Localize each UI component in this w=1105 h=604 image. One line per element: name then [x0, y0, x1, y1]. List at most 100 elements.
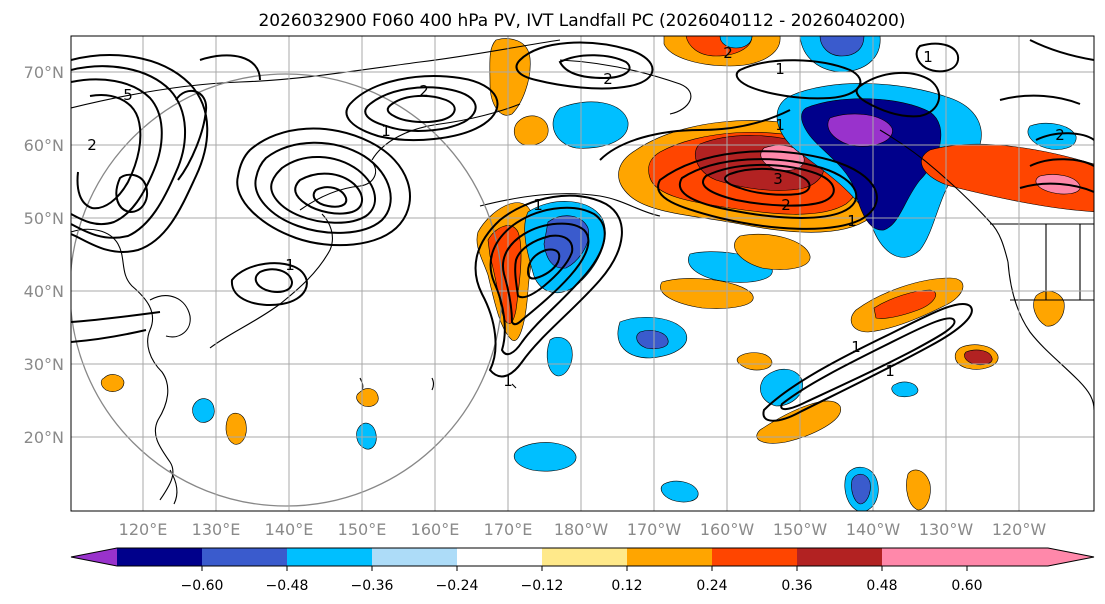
landfall-radius-circle	[71, 73, 503, 507]
contour-line	[502, 222, 590, 326]
figure-title: 2026032900 F060 400 hPa PV, IVT Landfall…	[258, 11, 905, 31]
positive-anomaly-region	[225, 412, 247, 445]
map-frame	[70, 35, 1095, 512]
positive-anomaly-region	[513, 115, 549, 146]
colorbar-segment	[117, 548, 202, 566]
lon-label: 130°E	[192, 520, 241, 539]
lon-label: 140°W	[846, 520, 901, 539]
contour-line	[254, 141, 392, 234]
lon-label: 130°W	[919, 520, 974, 539]
contour-label: 1	[847, 212, 857, 230]
positive-anomaly-region	[736, 352, 773, 371]
contour-line	[915, 42, 960, 73]
lat-label: 30°N	[24, 355, 64, 374]
contour-line	[724, 167, 811, 196]
colorbar-tick-label: 0.24	[696, 578, 727, 594]
coastline-korea	[149, 295, 191, 338]
contour-label: 3	[773, 170, 783, 188]
contour-label: 2	[1055, 126, 1065, 144]
pv-anomaly-fill	[100, 36, 1094, 511]
positive-anomaly-region	[734, 233, 811, 270]
longitude-labels: 120°E 130°E 140°E 150°E 160°E 170°E 180°…	[119, 520, 1047, 539]
colorbar-extend-min	[71, 548, 117, 566]
coastline-kamchatka	[371, 103, 521, 161]
colorbar-tick-label: −0.60	[181, 578, 224, 594]
contour-line	[175, 89, 208, 181]
contour-line	[76, 94, 142, 210]
colorbar-tick-label: 0.36	[781, 578, 812, 594]
contour-line	[364, 86, 477, 132]
positive-anomaly-region	[100, 374, 125, 392]
contour-label: 1	[503, 372, 513, 390]
contour-label: 2	[603, 70, 613, 88]
contour-label: 1	[851, 338, 861, 356]
contour-line	[599, 109, 791, 161]
colorbar-segment	[457, 548, 542, 566]
lat-label: 40°N	[24, 282, 64, 301]
colorbar-tick-marks	[201, 566, 968, 571]
contour-label: 5	[123, 86, 133, 104]
contour-line	[474, 194, 623, 378]
contour-line	[558, 54, 631, 80]
lon-label: 120°W	[992, 520, 1047, 539]
contour-line	[230, 262, 308, 306]
negative-anomaly-region	[1027, 123, 1077, 150]
lon-label: 160°E	[411, 520, 460, 539]
map-panel: 5 2 1 1 2 1 1 3 1 2 1 2 1 1 1 1 2 2	[70, 35, 1095, 512]
contour-label: 1	[381, 122, 391, 140]
coastline-asia	[71, 228, 174, 501]
contour-line	[270, 156, 376, 224]
colorbar-extend-max	[882, 548, 1094, 566]
colorbar-tick-label: 0.60	[951, 578, 982, 594]
colorbar-segment	[202, 548, 287, 566]
negative-anomaly-region	[719, 36, 753, 49]
colorbar-segment	[287, 548, 372, 566]
negative-anomaly-region	[660, 480, 699, 503]
colorbar-segment	[712, 548, 797, 566]
lat-label: 50°N	[24, 209, 64, 228]
negative-anomaly-region	[851, 473, 871, 505]
contour-line	[780, 317, 956, 410]
negative-anomaly-region	[356, 422, 377, 450]
negative-anomaly-region	[819, 36, 865, 57]
positive-anomaly-region	[756, 400, 841, 444]
lat-label: 70°N	[24, 63, 64, 82]
positive-anomaly-region	[906, 469, 931, 511]
negative-anomaly-region	[514, 442, 577, 472]
colorbar-segment	[797, 548, 882, 566]
colorbar-ticks: −0.60 −0.48 −0.36 −0.24 −0.12 0.12 0.24 …	[181, 578, 983, 594]
contour-label: 1	[775, 60, 785, 78]
contour-label: 1	[923, 48, 933, 66]
contour-line	[702, 163, 835, 207]
contour-label: 2	[87, 136, 97, 154]
contour-line	[526, 248, 561, 280]
contour-line	[71, 311, 161, 343]
lon-label: 170°W	[627, 520, 682, 539]
contour-line	[71, 54, 209, 253]
colorbar-tick-label: −0.48	[266, 578, 309, 594]
lon-label: 150°W	[773, 520, 828, 539]
lat-label: 20°N	[24, 428, 64, 447]
contour-line	[657, 150, 878, 230]
contour-line	[515, 41, 654, 90]
lon-label: 140°E	[265, 520, 314, 539]
lon-label: 180°W	[554, 520, 609, 539]
contour-labels: 5 2 1 1 2 1 1 3 1 2 1 2 1 1 1 1 2 2	[87, 44, 1065, 390]
contour-line	[254, 268, 294, 293]
lon-label: 170°E	[484, 520, 533, 539]
ivt-contours	[71, 39, 1094, 422]
positive-anomaly-region	[873, 289, 936, 319]
contour-line	[489, 206, 606, 356]
contour-label: 2	[781, 196, 791, 214]
colorbar: −0.60 −0.48 −0.36 −0.24 −0.12 0.12 0.24 …	[70, 547, 1095, 594]
colorbar-outline	[70, 547, 1095, 567]
contour-line	[236, 127, 411, 247]
contour-label: 1	[285, 256, 295, 274]
lat-label: 60°N	[24, 136, 64, 155]
contour-line	[71, 65, 186, 239]
positive-anomaly-region	[921, 143, 1094, 212]
contour-line	[115, 173, 148, 214]
contour-line	[762, 302, 973, 422]
contour-line	[1019, 132, 1094, 193]
contour-label: 1	[885, 362, 895, 380]
